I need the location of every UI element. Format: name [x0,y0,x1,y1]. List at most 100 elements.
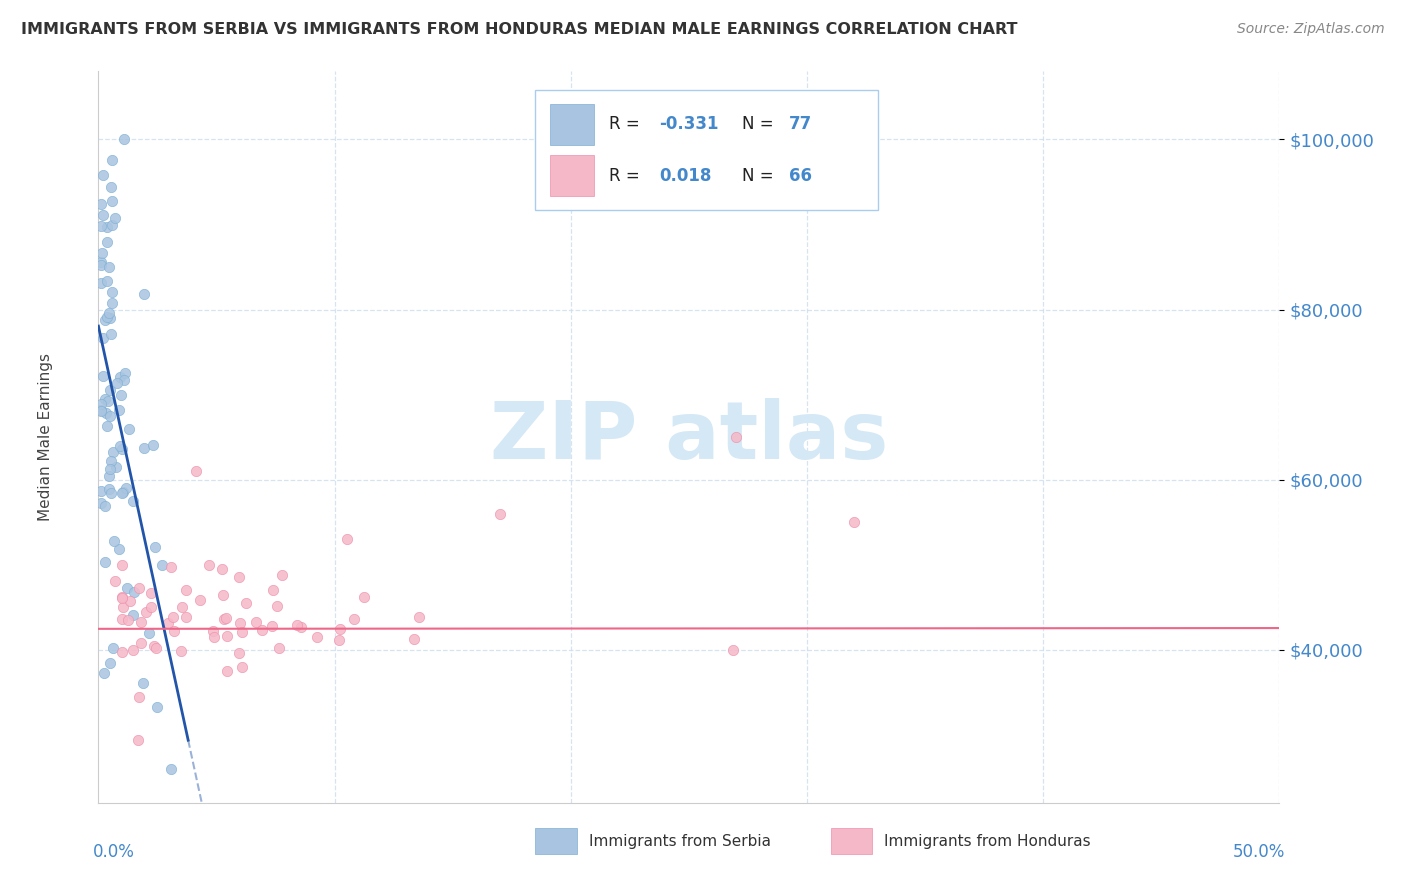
Point [266,599,288,613]
Point [103,574,125,588]
Point [121,642,143,657]
Point [111,558,134,572]
Point [104,459,127,474]
Point [404,632,426,647]
Point [343,612,366,626]
Point [135,606,157,620]
Point [271,567,294,582]
Point [91,245,114,260]
FancyBboxPatch shape [550,155,595,195]
Point [98,468,121,483]
Point [97,482,120,496]
Point [98,462,121,476]
Point [128,690,150,705]
Point [108,439,131,453]
Point [262,582,284,597]
FancyBboxPatch shape [550,104,595,145]
Point [98,656,121,670]
Point [143,541,166,555]
Text: 77: 77 [789,115,813,133]
Point [228,646,250,660]
Point [132,441,155,455]
Point [112,373,135,387]
Point [108,370,131,384]
Text: Immigrants from Serbia: Immigrants from Serbia [589,834,770,849]
Point [120,594,142,608]
Point [104,211,127,225]
Point [115,481,138,495]
Point [91,331,114,345]
Point [159,762,181,776]
Text: 0.0%: 0.0% [93,843,135,861]
Point [108,541,131,556]
Point [90,484,112,499]
Point [100,295,122,310]
Point [285,617,308,632]
Point [96,220,118,235]
Point [100,454,122,468]
Point [160,559,183,574]
Point [97,394,120,409]
Point [328,632,350,647]
Point [111,591,134,605]
Point [90,196,112,211]
Point [190,592,212,607]
Point [329,622,352,636]
Point [114,366,136,380]
Point [100,194,122,208]
Point [162,610,184,624]
Point [90,402,112,417]
Point [725,430,748,444]
Point [128,581,150,595]
Point [121,608,143,623]
Point [111,612,134,626]
Point [90,258,112,272]
Point [110,388,132,402]
Point [94,392,117,406]
Point [101,219,124,233]
Point [305,630,328,644]
Point [269,640,291,655]
Point [231,659,253,673]
Point [90,255,112,269]
Point [162,624,184,638]
Point [90,404,112,418]
Point [97,260,120,275]
Point [90,219,112,234]
Point [93,369,115,384]
Point [107,402,129,417]
Point [97,306,120,320]
Point [111,485,134,500]
Point [212,612,235,626]
Text: -0.331: -0.331 [659,115,718,133]
Point [100,327,122,342]
Point [489,507,512,521]
Point [139,585,162,599]
Point [90,276,112,290]
Point [96,418,118,433]
Point [336,532,359,546]
Point [170,643,193,657]
Point [215,664,238,678]
Point [145,641,167,656]
Point [212,588,235,602]
Point [215,629,238,643]
Point [150,558,173,572]
Point [115,581,138,595]
Point [139,599,162,614]
Point [96,274,118,288]
Text: IMMIGRANTS FROM SERBIA VS IMMIGRANTS FROM HONDURAS MEDIAN MALE EARNINGS CORRELAT: IMMIGRANTS FROM SERBIA VS IMMIGRANTS FRO… [21,22,1018,37]
Point [157,616,180,631]
Point [100,486,122,500]
Point [170,599,193,614]
Point [176,610,198,624]
Point [101,153,124,167]
Point [198,558,221,572]
Point [129,615,152,629]
Point [96,235,118,249]
FancyBboxPatch shape [536,829,576,854]
Point [844,515,866,529]
Point [215,611,238,625]
Point [103,445,125,459]
Text: N =: N = [742,115,779,133]
